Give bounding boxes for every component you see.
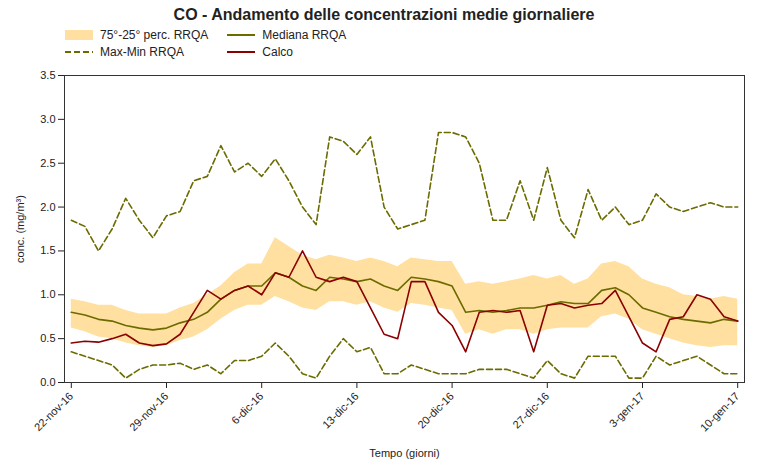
svg-text:1.5: 1.5 xyxy=(40,244,55,256)
html-text:75°-25° perc. RRQA: 75°-25° perc. RRQA xyxy=(100,28,209,42)
html-text:Mediana RRQA: Mediana RRQA xyxy=(262,28,347,42)
svg-text:0.5: 0.5 xyxy=(40,332,55,344)
html-text:CO - Andamento delle concentra: CO - Andamento delle concentrazioni medi… xyxy=(173,6,595,23)
svg-text:2.0: 2.0 xyxy=(40,201,55,213)
html-text:Max-Min RRQA: Max-Min RRQA xyxy=(100,45,184,59)
svg-text:22-nov-16: 22-nov-16 xyxy=(32,390,76,434)
svg-text:Tempo (giorni): Tempo (giorni) xyxy=(369,447,439,459)
svg-text:2.5: 2.5 xyxy=(40,157,55,169)
svg-text:1.0: 1.0 xyxy=(40,288,55,300)
svg-text:20-dic-16: 20-dic-16 xyxy=(415,390,456,431)
svg-text:conc. (mg/m³): conc. (mg/m³) xyxy=(14,195,26,263)
svg-text:3-gen-17: 3-gen-17 xyxy=(607,390,647,430)
svg-text:27-dic-16: 27-dic-16 xyxy=(510,390,551,431)
svg-text:29-nov-16: 29-nov-16 xyxy=(127,390,171,434)
svg-text:0.0: 0.0 xyxy=(40,376,55,388)
svg-text:3.0: 3.0 xyxy=(40,113,55,125)
svg-text:6-dic-16: 6-dic-16 xyxy=(229,390,266,427)
svg-text:3.5: 3.5 xyxy=(40,69,55,81)
svg-text:13-dic-16: 13-dic-16 xyxy=(320,390,361,431)
svg-text:10-gen-17: 10-gen-17 xyxy=(698,390,742,434)
html-text:Calco: Calco xyxy=(262,45,293,59)
